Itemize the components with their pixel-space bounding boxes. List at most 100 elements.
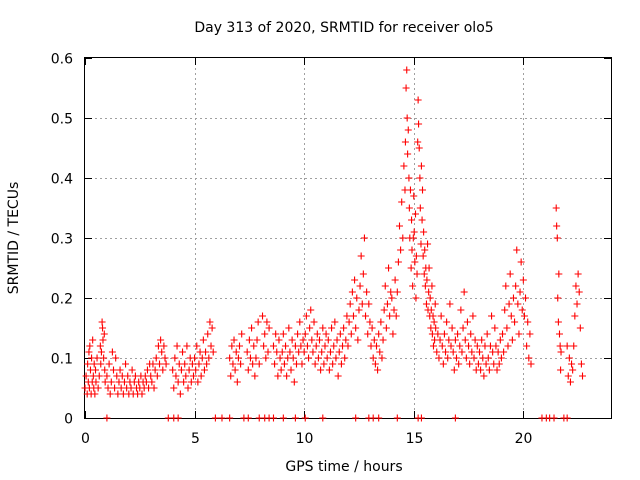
data-point: [357, 252, 365, 260]
data-point: [503, 324, 511, 332]
data-point: [100, 330, 108, 338]
data-point: [226, 354, 234, 362]
x-axis-label: GPS time / hours: [285, 459, 402, 475]
data-point: [202, 348, 210, 356]
data-point: [335, 348, 343, 356]
data-point: [396, 222, 404, 230]
data-point: [289, 354, 297, 362]
data-point: [391, 276, 399, 284]
data-point: [442, 348, 450, 356]
data-point: [321, 342, 329, 350]
data-point: [306, 324, 314, 332]
data-point: [393, 414, 401, 422]
data-point: [138, 390, 146, 398]
data-point: [501, 306, 509, 314]
data-point: [232, 348, 240, 356]
data-point: [334, 372, 342, 380]
data-point: [512, 282, 520, 290]
data-point: [553, 234, 561, 242]
data-point: [500, 348, 508, 356]
data-point: [463, 318, 471, 326]
data-point: [416, 204, 424, 212]
data-point: [416, 174, 424, 182]
data-point: [228, 342, 236, 350]
data-point: [276, 354, 284, 362]
data-point: [291, 414, 299, 422]
data-point: [286, 348, 294, 356]
data-point: [89, 372, 97, 380]
data-point: [508, 336, 516, 344]
data-point: [245, 336, 253, 344]
data-point: [236, 342, 244, 350]
data-point: [482, 360, 490, 368]
data-point: [417, 162, 425, 170]
data-point: [205, 354, 213, 362]
data-point: [371, 360, 379, 368]
data-point: [104, 384, 112, 392]
data-point: [413, 270, 421, 278]
data-point: [169, 366, 177, 374]
data-point: [509, 294, 517, 302]
data-point: [85, 348, 93, 356]
data-point: [107, 378, 115, 386]
data-point: [376, 348, 384, 356]
data-point: [385, 264, 393, 272]
data-point: [230, 336, 238, 344]
data-point: [465, 342, 473, 350]
data-point: [261, 330, 269, 338]
y-tick-label: 0.1: [51, 352, 73, 368]
data-point: [403, 114, 411, 122]
data-point: [429, 342, 437, 350]
data-point: [573, 300, 581, 308]
data-point: [101, 378, 109, 386]
data-point: [323, 354, 331, 362]
data-point: [183, 342, 191, 350]
data-point: [485, 366, 493, 374]
data-point: [372, 342, 380, 350]
data-point: [149, 360, 157, 368]
data-point: [415, 144, 423, 152]
data-point: [433, 348, 441, 356]
data-point: [305, 354, 313, 362]
data-point: [324, 336, 332, 344]
data-point: [468, 348, 476, 356]
data-point: [403, 66, 411, 74]
data-point: [410, 192, 418, 200]
data-point: [96, 342, 104, 350]
data-point: [557, 348, 565, 356]
data-point: [356, 282, 364, 290]
data-point: [345, 318, 353, 326]
data-point: [364, 330, 372, 338]
data-point: [310, 318, 318, 326]
data-point: [274, 372, 282, 380]
data-point: [469, 312, 477, 320]
chart-title: Day 313 of 2020, SRMTID for receiver olo…: [194, 20, 493, 36]
data-point: [101, 366, 109, 374]
data-point: [398, 198, 406, 206]
data-point: [287, 366, 295, 374]
data-point: [466, 360, 474, 368]
data-point: [409, 234, 417, 242]
data-point: [377, 318, 385, 326]
data-point: [330, 342, 338, 350]
data-point: [187, 378, 195, 386]
data-point: [550, 414, 558, 422]
data-point: [484, 354, 492, 362]
data-point: [92, 378, 100, 386]
data-point: [423, 276, 431, 284]
data-point: [90, 360, 98, 368]
data-point: [451, 336, 459, 344]
data-point: [318, 348, 326, 356]
data-point: [332, 354, 340, 362]
data-point: [554, 318, 562, 326]
data-point: [418, 216, 426, 224]
data-point: [454, 330, 462, 338]
data-point: [407, 264, 415, 272]
data-point: [428, 282, 436, 290]
data-point: [179, 348, 187, 356]
data-point: [209, 348, 217, 356]
data-point: [402, 84, 410, 92]
data-point: [103, 414, 111, 422]
data-point: [363, 288, 371, 296]
data-point: [277, 366, 285, 374]
